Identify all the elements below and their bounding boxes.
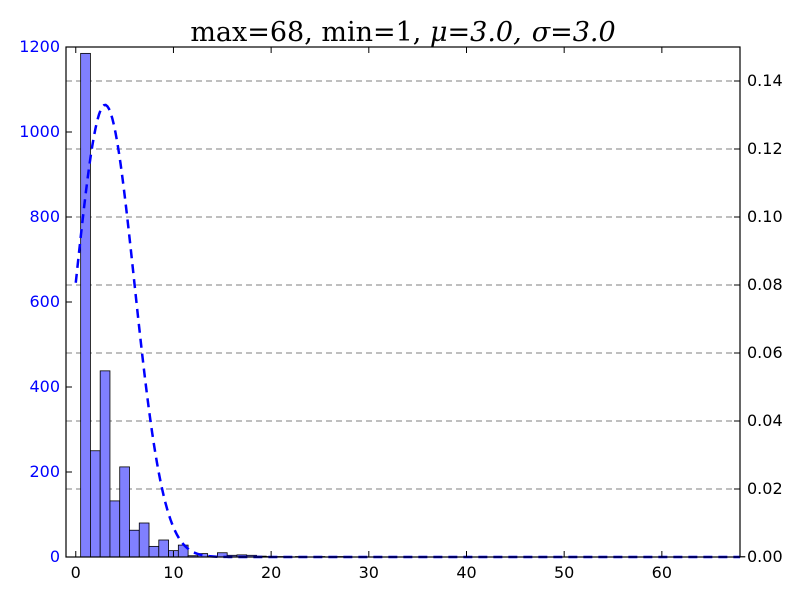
right-axis-ticks: 0.00 0.02 0.04 0.06 0.08 0.10 0.12 0.14 [734, 71, 783, 566]
left-tick-label: 800 [29, 207, 60, 226]
right-tick-label: 0.10 [747, 207, 783, 226]
right-tick-label: 0.04 [747, 411, 783, 430]
histogram-bar [148, 545, 160, 558]
chart-title-sigma: σ=3.0 [532, 17, 616, 48]
left-tick-label: 1200 [19, 37, 60, 56]
left-tick-label: 0 [50, 547, 60, 566]
right-tick-label: 0.00 [747, 547, 783, 566]
histogram-bar [129, 529, 140, 558]
x-tick-label: 50 [554, 563, 574, 582]
left-tick-label: 1000 [19, 122, 60, 141]
x-tick-label: 60 [652, 563, 672, 582]
x-axis-ticks: 0 10 20 30 40 50 60 [71, 47, 672, 582]
left-tick-label: 200 [29, 462, 60, 481]
histogram-bars [80, 52, 746, 558]
histogram-bar [90, 450, 101, 558]
x-tick-label: 40 [456, 563, 476, 582]
histogram-bar [99, 370, 111, 558]
right-tick-label: 0.02 [747, 479, 783, 498]
chart-title-mu: μ=3.0, [430, 17, 522, 48]
histogram-bar [119, 466, 130, 558]
right-tick-label: 0.06 [747, 343, 783, 362]
gridlines [66, 80, 740, 490]
x-tick-label: 0 [71, 563, 81, 582]
histogram-bar [80, 52, 91, 558]
x-tick-label: 20 [261, 563, 281, 582]
histogram-bar [109, 500, 121, 558]
histogram-bar [138, 522, 150, 558]
left-axis-ticks: 0 200 400 600 800 1000 1200 [19, 37, 72, 566]
x-tick-label: 30 [359, 563, 379, 582]
right-tick-label: 0.12 [747, 139, 783, 158]
chart-title-plain: max=68, min=1, [190, 17, 430, 48]
plot-frame [65, 46, 741, 558]
left-tick-label: 600 [29, 292, 60, 311]
right-tick-label: 0.14 [747, 71, 783, 90]
x-tick-label: 10 [163, 563, 183, 582]
chart-title: max=68, min=1, μ=3.0, σ=3.0 [190, 17, 615, 48]
histogram-bar [158, 539, 169, 558]
right-tick-label: 0.08 [747, 275, 783, 294]
left-tick-label: 400 [29, 377, 60, 396]
